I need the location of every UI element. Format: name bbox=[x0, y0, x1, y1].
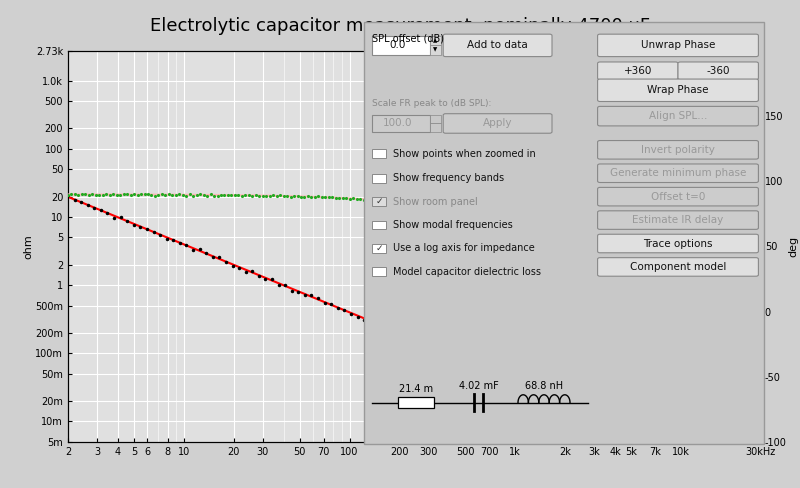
Text: Align SPL...: Align SPL... bbox=[649, 111, 707, 121]
Text: 100.0: 100.0 bbox=[383, 119, 413, 128]
Text: ▼: ▼ bbox=[433, 48, 438, 53]
Text: 0.0: 0.0 bbox=[390, 41, 406, 50]
Text: Scale FR peak to (dB SPL):: Scale FR peak to (dB SPL): bbox=[372, 100, 491, 108]
Text: ✓: ✓ bbox=[375, 197, 383, 206]
Text: Wrap Phase: Wrap Phase bbox=[647, 85, 709, 95]
Text: Show room panel: Show room panel bbox=[393, 197, 478, 206]
Y-axis label: deg: deg bbox=[788, 236, 798, 257]
Text: ✓: ✓ bbox=[375, 244, 383, 253]
Text: +360: +360 bbox=[624, 66, 652, 76]
Text: Show points when zoomed in: Show points when zoomed in bbox=[393, 149, 535, 159]
Text: Invert polarity: Invert polarity bbox=[641, 145, 715, 155]
Text: Trace options: Trace options bbox=[643, 239, 713, 248]
Text: Offset t=0: Offset t=0 bbox=[651, 192, 705, 202]
Text: -360: -360 bbox=[706, 66, 730, 76]
Text: Model capacitor dielectric loss: Model capacitor dielectric loss bbox=[393, 267, 541, 277]
Text: Estimate IR delay: Estimate IR delay bbox=[632, 215, 724, 225]
Y-axis label: ohm: ohm bbox=[24, 234, 34, 259]
Text: Show frequency bands: Show frequency bands bbox=[393, 173, 504, 183]
Text: Apply: Apply bbox=[483, 119, 512, 128]
Text: Generate minimum phase: Generate minimum phase bbox=[610, 168, 746, 178]
Text: Add to data: Add to data bbox=[467, 41, 528, 50]
Text: Unwrap Phase: Unwrap Phase bbox=[641, 41, 715, 50]
Text: Component model: Component model bbox=[630, 262, 726, 272]
Text: Electrolytic capacitor measurement, nominally 4700 uF: Electrolytic capacitor measurement, nomi… bbox=[150, 17, 650, 35]
Text: 68.8 nH: 68.8 nH bbox=[525, 381, 563, 391]
Text: Show modal frequencies: Show modal frequencies bbox=[393, 220, 513, 230]
Text: ▲: ▲ bbox=[433, 38, 438, 43]
Text: 4.02 mF: 4.02 mF bbox=[458, 381, 498, 391]
Text: 21.4 m: 21.4 m bbox=[399, 385, 433, 394]
Text: SPL offset (dB): SPL offset (dB) bbox=[372, 33, 444, 43]
Text: Use a log axis for impedance: Use a log axis for impedance bbox=[393, 244, 534, 253]
